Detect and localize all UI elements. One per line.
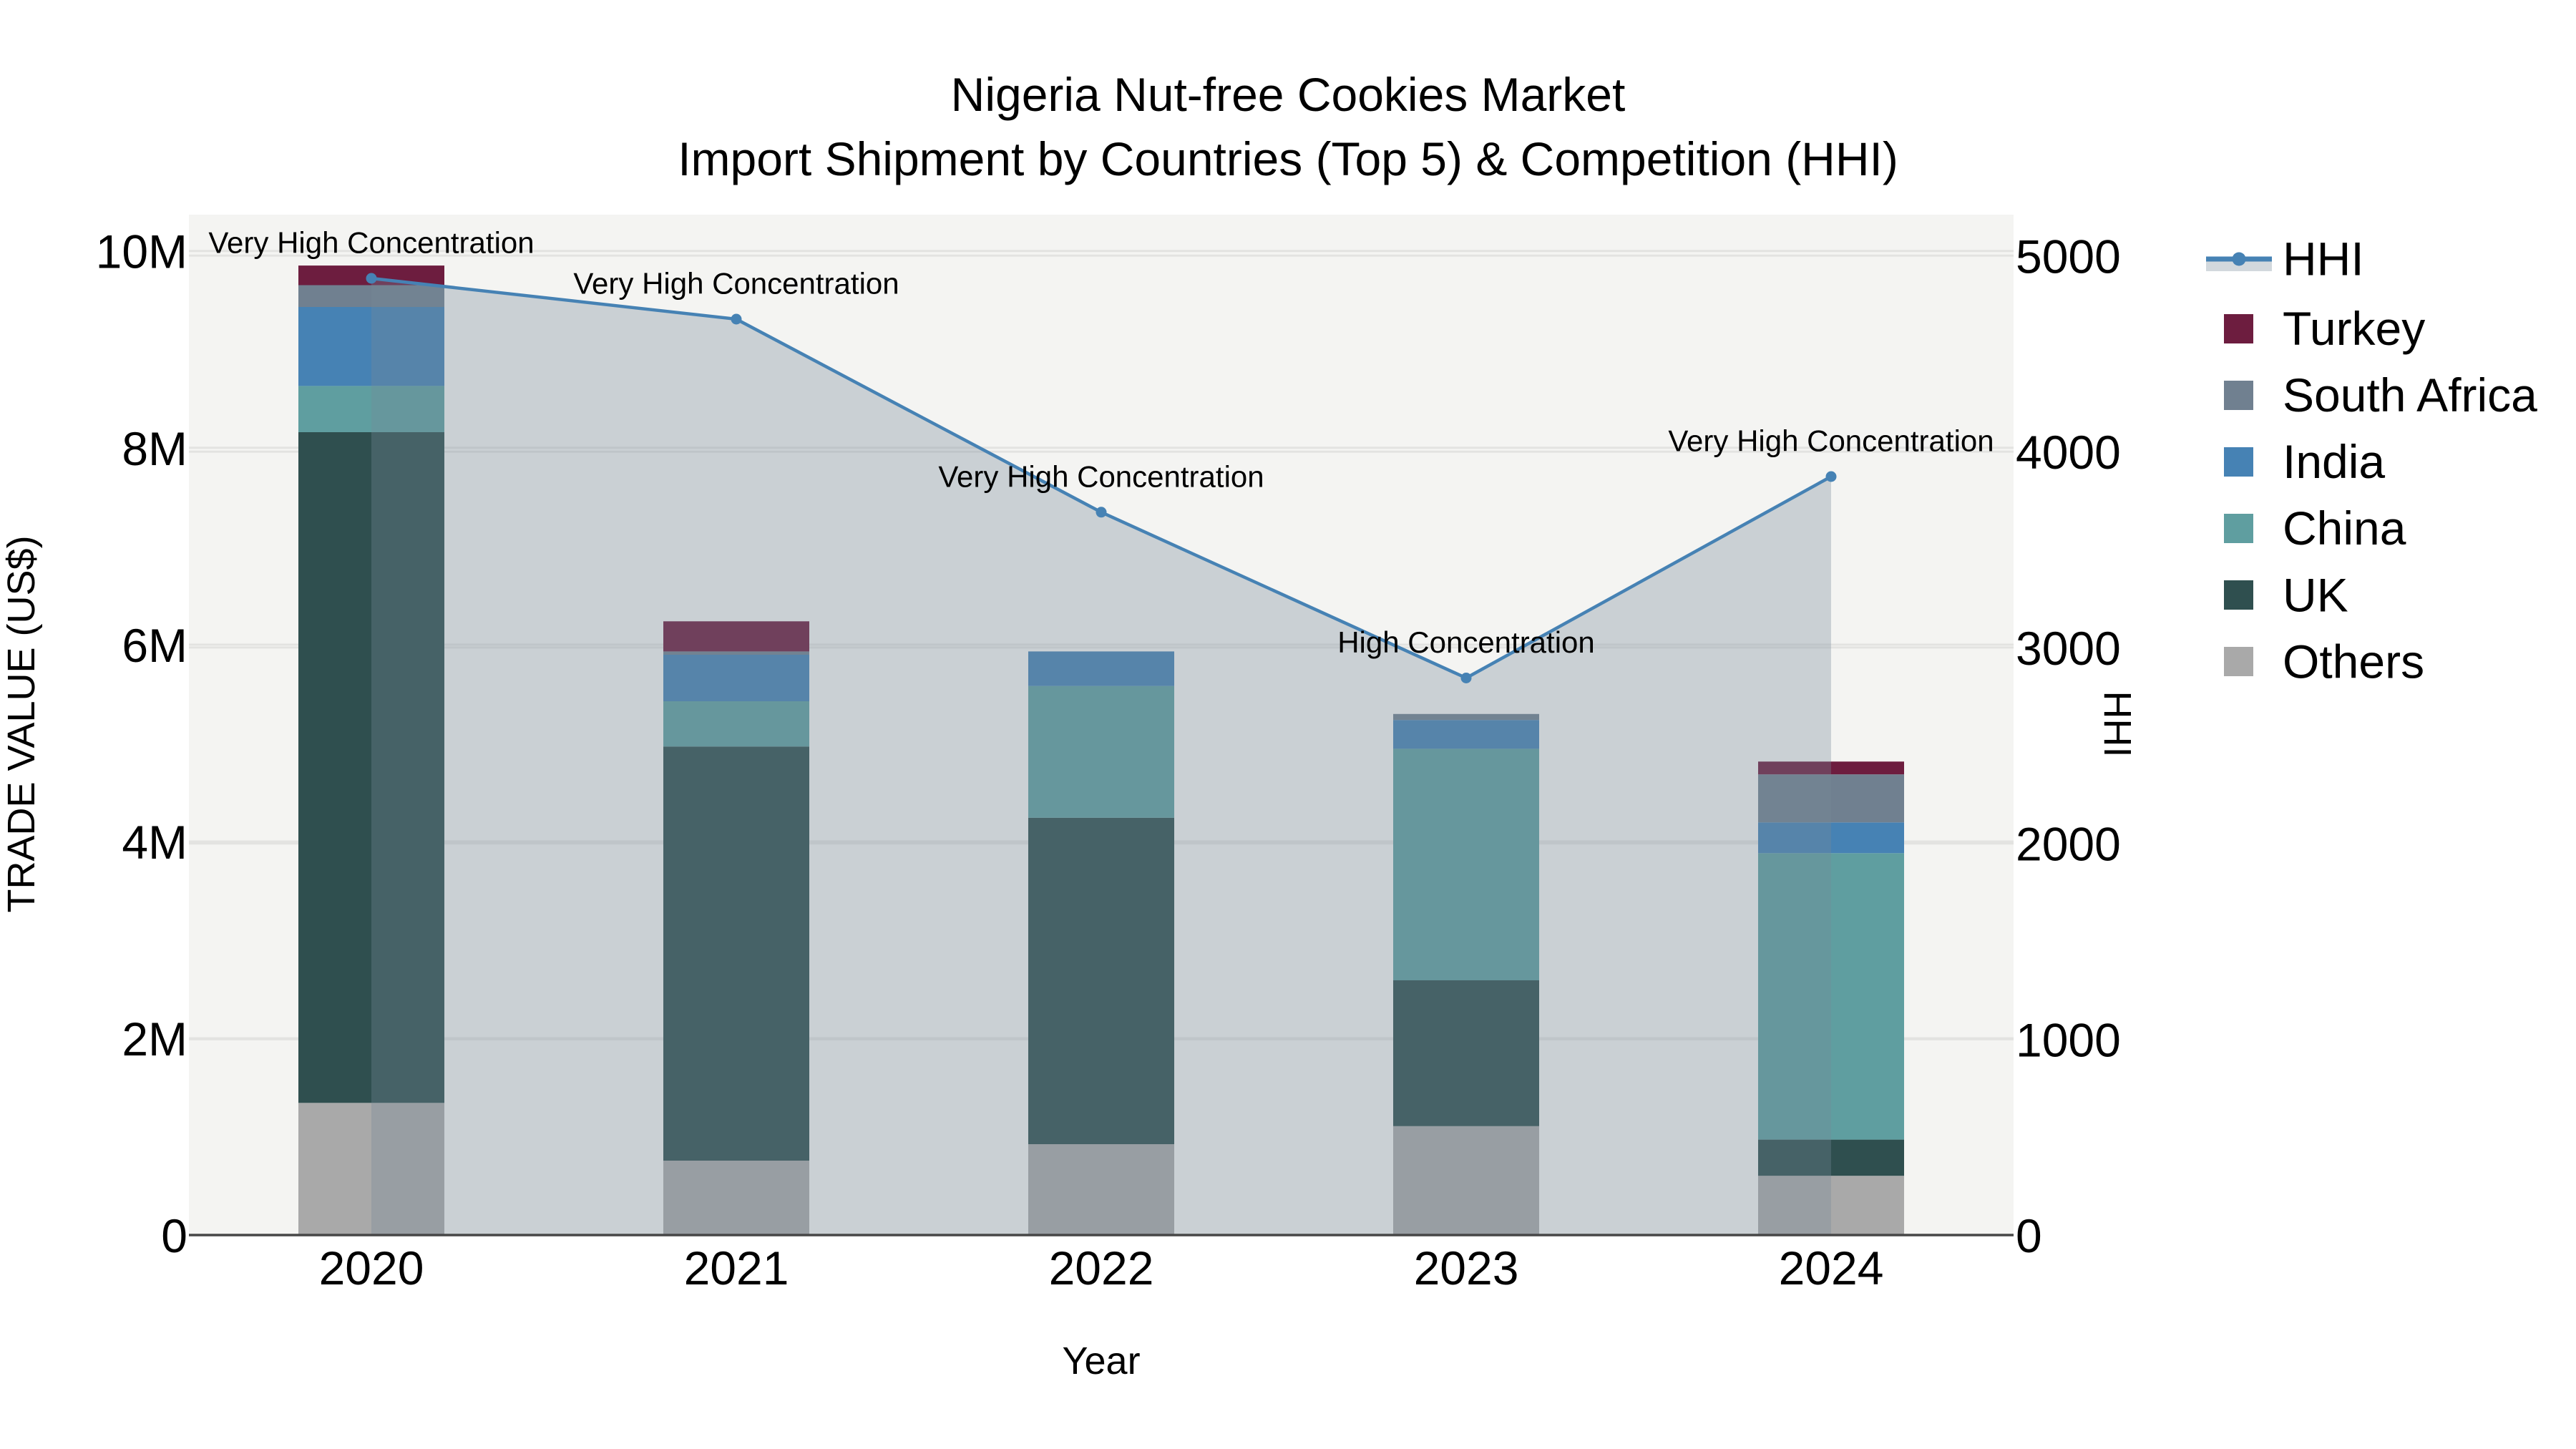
svg-text:Very High Concentration: Very High Concentration (208, 226, 534, 260)
svg-text:South Africa: South Africa (2283, 369, 2537, 421)
svg-text:0: 0 (161, 1209, 187, 1262)
svg-text:TRADE VALUE (US$): TRADE VALUE (US$) (0, 535, 43, 912)
svg-text:2023: 2023 (1414, 1241, 1519, 1294)
svg-text:5000: 5000 (2016, 230, 2121, 283)
svg-text:2022: 2022 (1049, 1241, 1154, 1294)
svg-text:Very High Concentration: Very High Concentration (938, 460, 1264, 494)
svg-text:HHI: HHI (2096, 691, 2139, 758)
svg-text:2020: 2020 (319, 1241, 424, 1294)
svg-text:HHI: HHI (2283, 233, 2364, 286)
svg-text:2024: 2024 (1779, 1241, 1884, 1294)
svg-text:10M: 10M (96, 225, 187, 278)
svg-text:Very High Concentration: Very High Concentration (1668, 424, 1994, 458)
svg-text:Import Shipment by Countries (: Import Shipment by Countries (Top 5) & C… (678, 132, 1898, 185)
svg-text:6M: 6M (122, 619, 187, 672)
svg-text:Turkey: Turkey (2283, 302, 2425, 355)
svg-text:0: 0 (2016, 1209, 2042, 1262)
svg-text:2M: 2M (122, 1013, 187, 1065)
svg-text:UK: UK (2283, 569, 2348, 622)
svg-text:4M: 4M (122, 816, 187, 869)
svg-text:Very High Concentration: Very High Concentration (573, 267, 899, 301)
svg-text:High Concentration: High Concentration (1337, 625, 1595, 659)
svg-text:2000: 2000 (2016, 818, 2121, 871)
svg-text:Nigeria Nut-free Cookies Marke: Nigeria Nut-free Cookies Market (951, 68, 1626, 121)
svg-text:3000: 3000 (2016, 622, 2121, 675)
svg-text:Others: Others (2283, 635, 2424, 688)
svg-text:1000: 1000 (2016, 1013, 2121, 1066)
svg-text:China: China (2283, 502, 2406, 555)
svg-text:4000: 4000 (2016, 426, 2121, 479)
svg-text:India: India (2283, 435, 2385, 488)
svg-text:Year: Year (1062, 1340, 1140, 1382)
svg-text:8M: 8M (122, 422, 187, 475)
svg-text:2021: 2021 (684, 1241, 789, 1294)
